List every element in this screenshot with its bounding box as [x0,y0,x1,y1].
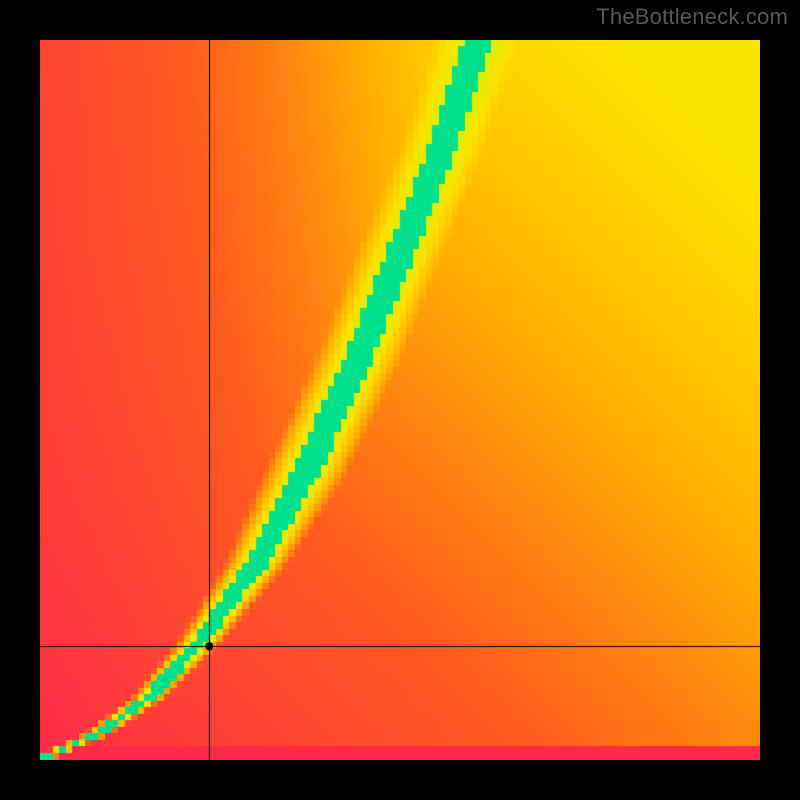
chart-root: TheBottleneck.com [0,0,800,800]
watermark-label: TheBottleneck.com [596,4,788,30]
bottleneck-heatmap [40,40,760,760]
